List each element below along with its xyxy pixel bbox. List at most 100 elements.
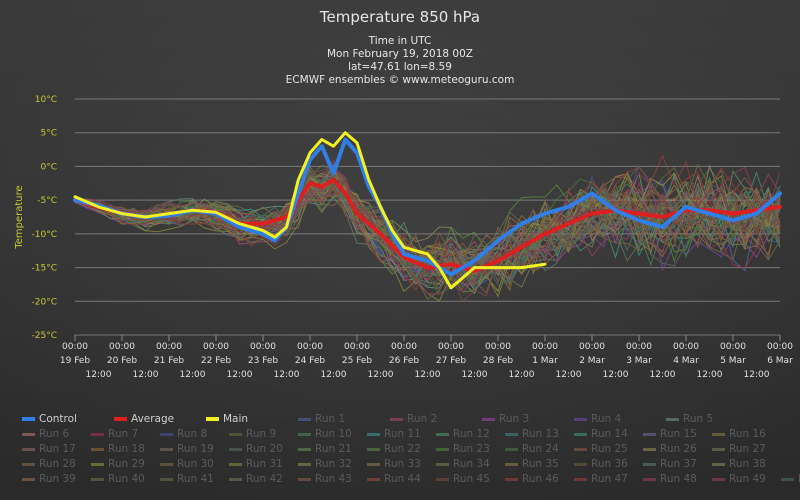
x-tick-label-date: 2 Mar [579, 356, 605, 366]
x-tick-label-time: 00:00 [297, 342, 323, 352]
legend-swatch [160, 462, 173, 466]
legend-item-run[interactable]: Run 38 [712, 458, 766, 470]
legend-swatch [298, 462, 311, 466]
legend-item-run[interactable]: Run 11 [367, 428, 421, 440]
legend-item-run[interactable]: Run 45 [436, 473, 490, 485]
x-tick-label-time: 00:00 [673, 342, 699, 352]
y-tick-label: 5°C [40, 129, 57, 139]
legend-swatch [22, 417, 35, 421]
legend-item-run[interactable]: Run 36 [574, 458, 628, 470]
legend-label: Run 27 [729, 443, 766, 455]
x-tick-label-date: 20 Feb [107, 356, 138, 366]
legend-item-run[interactable]: Run 13 [505, 428, 559, 440]
legend-item-run[interactable]: Run 33 [367, 458, 421, 470]
legend-item-main[interactable]: Main [206, 413, 248, 425]
legend-item-run[interactable]: Run 12 [436, 428, 490, 440]
legend-item-run[interactable]: Run 9 [229, 428, 276, 440]
x-tick-label-time: 00:00 [344, 342, 370, 352]
legend-item-run[interactable]: Run 20 [229, 443, 283, 455]
legend-item-run[interactable]: Run 32 [298, 458, 352, 470]
legend-swatch [712, 462, 725, 466]
legend-item-run[interactable]: Run 1 [298, 413, 345, 425]
legend-item-average[interactable]: Average [114, 413, 174, 425]
legend-item-run[interactable]: Run 10 [298, 428, 352, 440]
legend-item-run[interactable]: Run 8 [160, 428, 207, 440]
legend-item-run[interactable]: Run 19 [160, 443, 214, 455]
x-tick-label-noon: 12:00 [321, 370, 347, 380]
legend-item-run[interactable]: Run 39 [22, 473, 76, 485]
legend-item-run[interactable]: Run 37 [643, 458, 697, 470]
legend-item-run[interactable]: Run 43 [298, 473, 352, 485]
legend-swatch [505, 462, 518, 466]
legend-swatch [367, 462, 380, 466]
legend-item-run[interactable]: Run 28 [22, 458, 76, 470]
legend-item-run[interactable]: Run 24 [505, 443, 559, 455]
x-tick-label-time: 00:00 [250, 342, 276, 352]
legend-item-run[interactable]: Run 3 [482, 413, 529, 425]
legend-item-run[interactable]: Run 27 [712, 443, 766, 455]
legend-item-run[interactable]: Run 7 [91, 428, 138, 440]
legend-label: Run 19 [177, 443, 214, 455]
x-tick-label-date: 26 Feb [389, 356, 420, 366]
legend-item-control[interactable]: Control [22, 413, 77, 425]
y-tick-label: -5°C [37, 196, 57, 206]
legend-item-run[interactable]: Run 41 [160, 473, 214, 485]
legend-item-run[interactable]: Run 17 [22, 443, 76, 455]
legend-label: Run 31 [246, 458, 283, 470]
legend-swatch [574, 462, 587, 466]
legend-item-run[interactable]: Run 49 [712, 473, 766, 485]
legend-label: Run 29 [108, 458, 145, 470]
legend-item-run[interactable]: Run 25 [574, 443, 628, 455]
legend-swatch [22, 462, 35, 466]
x-tick-label-noon: 12:00 [556, 370, 582, 380]
legend-item-run[interactable]: Run 15 [643, 428, 697, 440]
legend-item-run[interactable]: Run 30 [160, 458, 214, 470]
legend-label: Run 6 [39, 428, 70, 440]
legend-item-run[interactable]: Run 40 [91, 473, 145, 485]
legend-item-run[interactable]: Run 50 [781, 473, 800, 485]
x-tick-label-date: 21 Feb [154, 356, 185, 366]
legend-item-run[interactable]: Run 6 [22, 428, 69, 440]
legend-swatch [505, 477, 518, 481]
legend-item-run[interactable]: Run 29 [91, 458, 145, 470]
legend-swatch [160, 447, 173, 451]
legend-item-run[interactable]: Run 26 [643, 443, 697, 455]
legend-item-run[interactable]: Run 44 [367, 473, 421, 485]
legend-item-run[interactable]: Run 16 [712, 428, 766, 440]
x-tick-label-date: 4 Mar [673, 356, 699, 366]
x-tick-label-noon: 12:00 [86, 370, 112, 380]
legend-item-run[interactable]: Run 22 [367, 443, 421, 455]
legend-swatch [160, 432, 173, 436]
chart-subtitle-run: Mon February 19, 2018 00Z [327, 48, 473, 60]
legend-label: Run 13 [522, 428, 559, 440]
legend-swatch [367, 477, 380, 481]
x-tick-label-date: 3 Mar [626, 356, 652, 366]
legend-swatch [436, 477, 449, 481]
legend-item-run[interactable]: Run 48 [643, 473, 697, 485]
legend-label: Run 26 [660, 443, 697, 455]
x-tick-label-time: 00:00 [391, 342, 417, 352]
x-tick-label-time: 00:00 [720, 342, 746, 352]
legend-item-run[interactable]: Run 34 [436, 458, 490, 470]
legend-item-run[interactable]: Run 5 [666, 413, 713, 425]
legend-item-run[interactable]: Run 35 [505, 458, 559, 470]
legend-swatch [781, 477, 794, 481]
legend-item-run[interactable]: Run 23 [436, 443, 490, 455]
legend-item-run[interactable]: Run 31 [229, 458, 283, 470]
legend-label: Run 44 [384, 473, 421, 485]
legend-item-run[interactable]: Run 47 [574, 473, 628, 485]
legend-label: Run 15 [660, 428, 697, 440]
legend-item-run[interactable]: Run 4 [574, 413, 621, 425]
legend-item-run[interactable]: Run 46 [505, 473, 559, 485]
legend-item-run[interactable]: Run 2 [390, 413, 437, 425]
legend-item-run[interactable]: Run 42 [229, 473, 283, 485]
legend-item-run[interactable]: Run 14 [574, 428, 628, 440]
y-tick-label: -15°C [32, 264, 57, 274]
legend-item-run[interactable]: Run 21 [298, 443, 352, 455]
legend-swatch [643, 477, 656, 481]
legend-label: Run 50 [798, 473, 800, 485]
legend-label: Run 11 [384, 428, 421, 440]
legend-item-run[interactable]: Run 18 [91, 443, 145, 455]
legend-label: Run 14 [591, 428, 628, 440]
